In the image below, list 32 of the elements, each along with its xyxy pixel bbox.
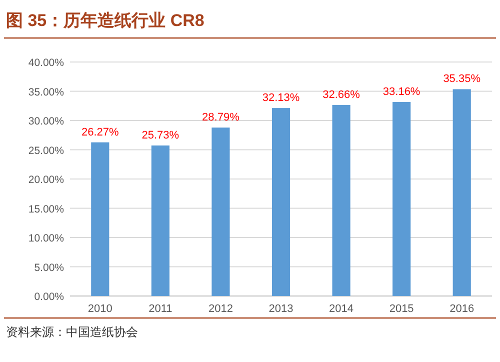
bar (332, 104, 350, 296)
bar (91, 142, 110, 296)
data-label: 32.66% (322, 88, 360, 101)
data-label: 25.73% (142, 129, 180, 142)
data-label: 35.35% (443, 73, 481, 86)
data-label: 28.79% (202, 112, 240, 124)
x-tick-label: 2011 (148, 303, 172, 315)
x-tick-label: 2014 (329, 303, 354, 315)
bar (272, 108, 290, 296)
data-label: 26.27% (81, 126, 120, 138)
text: 资料来源：中国造纸协会 (6, 325, 138, 339)
y-tick-label: 20.00% (28, 174, 64, 186)
y-tick-label: 35.00% (28, 86, 64, 98)
bar (392, 102, 411, 296)
x-tick-label: 2010 (88, 303, 112, 315)
data-label: 32.13% (262, 92, 300, 104)
bar (452, 89, 471, 296)
y-tick-label: 15.00% (28, 203, 64, 216)
x-tick-label: 2012 (208, 303, 233, 315)
y-tick-label: 40.00% (28, 57, 64, 69)
y-tick-label: 5.00% (34, 262, 64, 274)
y-tick-label: 25.00% (28, 144, 64, 157)
y-tick-label: 10.00% (28, 232, 64, 244)
bar (151, 145, 170, 296)
chart-title: 图 35：历年造纸行业 CR8 (6, 11, 204, 30)
bar (212, 128, 230, 296)
y-tick-label: 0.00% (34, 291, 64, 303)
y-tick-label: 30.00% (28, 116, 64, 128)
data-label: 33.16% (382, 86, 420, 98)
x-tick-label: 2016 (450, 303, 474, 315)
x-tick-label: 2013 (268, 303, 294, 315)
x-tick-label: 2015 (389, 303, 414, 315)
